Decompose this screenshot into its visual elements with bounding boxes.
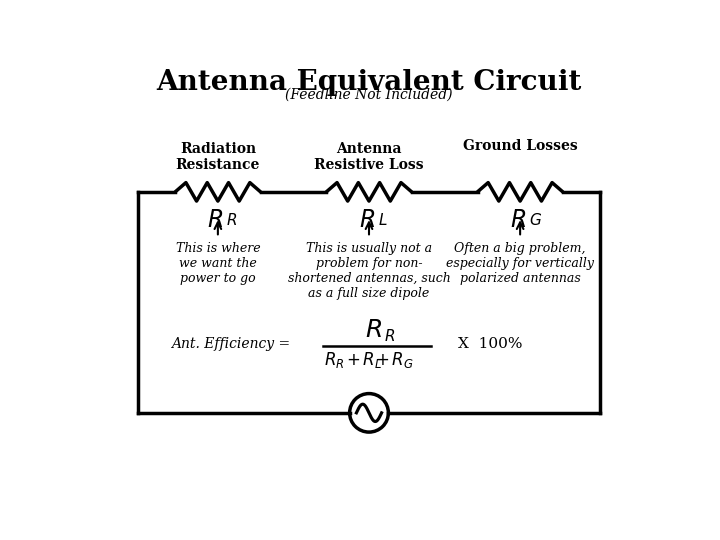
Text: X  100%: X 100% bbox=[458, 338, 523, 352]
Text: Radiation
Resistance: Radiation Resistance bbox=[176, 142, 260, 172]
Text: $+\,\mathit{R}_{\mathit{G}}$: $+\,\mathit{R}_{\mathit{G}}$ bbox=[375, 350, 414, 370]
Text: $\mathit{R}$: $\mathit{R}$ bbox=[207, 209, 224, 232]
Text: $\mathit{R}$: $\mathit{R}$ bbox=[226, 212, 238, 228]
Text: (Feedline Not Included): (Feedline Not Included) bbox=[285, 88, 453, 102]
Text: $\mathit{G}$: $\mathit{G}$ bbox=[528, 212, 541, 228]
Text: This is usually not a
problem for non-
shortened antennas, such
as a full size d: This is usually not a problem for non- s… bbox=[287, 242, 451, 300]
Text: Ant. Efficiency =: Ant. Efficiency = bbox=[171, 338, 295, 352]
Text: $\mathit{R}$: $\mathit{R}$ bbox=[365, 319, 382, 342]
Text: Antenna Equivalent Circuit: Antenna Equivalent Circuit bbox=[156, 69, 582, 96]
Text: $+\,\mathit{R}_{\mathit{L}}$: $+\,\mathit{R}_{\mathit{L}}$ bbox=[346, 350, 382, 370]
Text: $\mathit{L}$: $\mathit{L}$ bbox=[377, 212, 387, 228]
Text: $\mathit{R}$: $\mathit{R}$ bbox=[359, 209, 375, 232]
Text: Antenna
Resistive Loss: Antenna Resistive Loss bbox=[314, 142, 424, 172]
Text: Ground Losses: Ground Losses bbox=[463, 139, 577, 153]
Text: This is where
we want the
power to go: This is where we want the power to go bbox=[176, 242, 260, 285]
Text: Often a big problem,
especially for vertically
polarized antennas: Often a big problem, especially for vert… bbox=[446, 242, 594, 285]
Text: $\mathit{R}_{\mathit{R}}$: $\mathit{R}_{\mathit{R}}$ bbox=[324, 350, 345, 370]
Text: $\mathit{R}$: $\mathit{R}$ bbox=[510, 209, 526, 232]
Text: $\mathit{R}$: $\mathit{R}$ bbox=[384, 328, 396, 345]
